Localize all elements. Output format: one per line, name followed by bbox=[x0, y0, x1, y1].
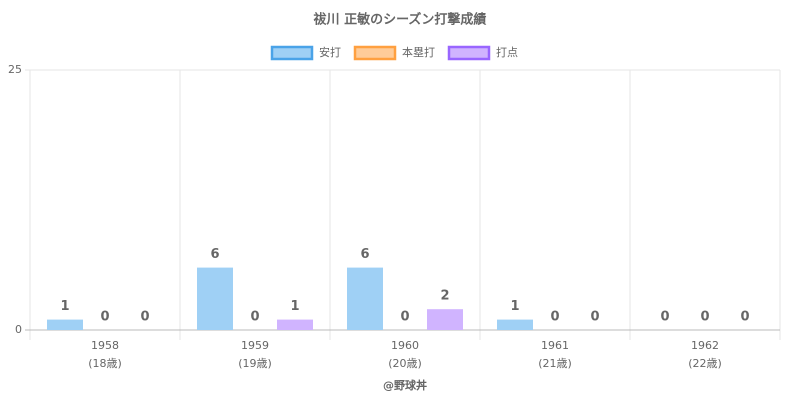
x-tick-label: (18歳) bbox=[88, 357, 122, 370]
value-label: 0 bbox=[550, 310, 559, 325]
value-label: 0 bbox=[100, 310, 109, 325]
bar bbox=[427, 309, 463, 330]
value-label: 0 bbox=[700, 310, 709, 325]
x-tick-label: 1961 bbox=[541, 339, 569, 352]
value-label: 6 bbox=[360, 247, 369, 262]
y-tick-label: 0 bbox=[15, 323, 22, 336]
chart-title: 祓川 正敏のシーズン打撃成績 bbox=[314, 12, 487, 28]
bar bbox=[347, 267, 383, 330]
value-label: 0 bbox=[660, 310, 669, 325]
x-tick-label: (19歳) bbox=[238, 357, 272, 370]
x-tick-label: 1960 bbox=[391, 339, 419, 352]
x-tick-label: 1958 bbox=[91, 339, 119, 352]
value-label: 1 bbox=[510, 299, 519, 314]
legend-label: 本塁打 bbox=[402, 45, 435, 59]
y-tick-label: 25 bbox=[8, 63, 22, 76]
legend-swatch bbox=[447, 45, 491, 61]
x-tick-label: (22歳) bbox=[688, 357, 722, 370]
bar bbox=[197, 267, 233, 330]
value-label: 0 bbox=[400, 310, 409, 325]
x-tick-label: 1959 bbox=[241, 339, 269, 352]
value-label: 6 bbox=[210, 247, 219, 262]
bar bbox=[277, 319, 313, 330]
bar bbox=[497, 319, 533, 330]
legend-label: 安打 bbox=[319, 45, 341, 59]
value-label: 0 bbox=[250, 310, 259, 325]
value-label: 0 bbox=[140, 310, 149, 325]
x-tick-label: (21歳) bbox=[538, 357, 572, 370]
x-axis-label: @野球丼 bbox=[383, 378, 427, 392]
legend-swatch bbox=[270, 45, 314, 61]
value-label: 0 bbox=[740, 310, 749, 325]
value-label: 0 bbox=[590, 310, 599, 325]
legend-label: 打点 bbox=[496, 45, 518, 59]
bar bbox=[47, 319, 83, 330]
x-tick-label: (20歳) bbox=[388, 357, 422, 370]
legend-swatch bbox=[353, 45, 397, 61]
value-label: 1 bbox=[60, 299, 69, 314]
value-label: 2 bbox=[440, 289, 449, 304]
x-tick-label: 1962 bbox=[691, 339, 719, 352]
value-label: 1 bbox=[290, 299, 299, 314]
